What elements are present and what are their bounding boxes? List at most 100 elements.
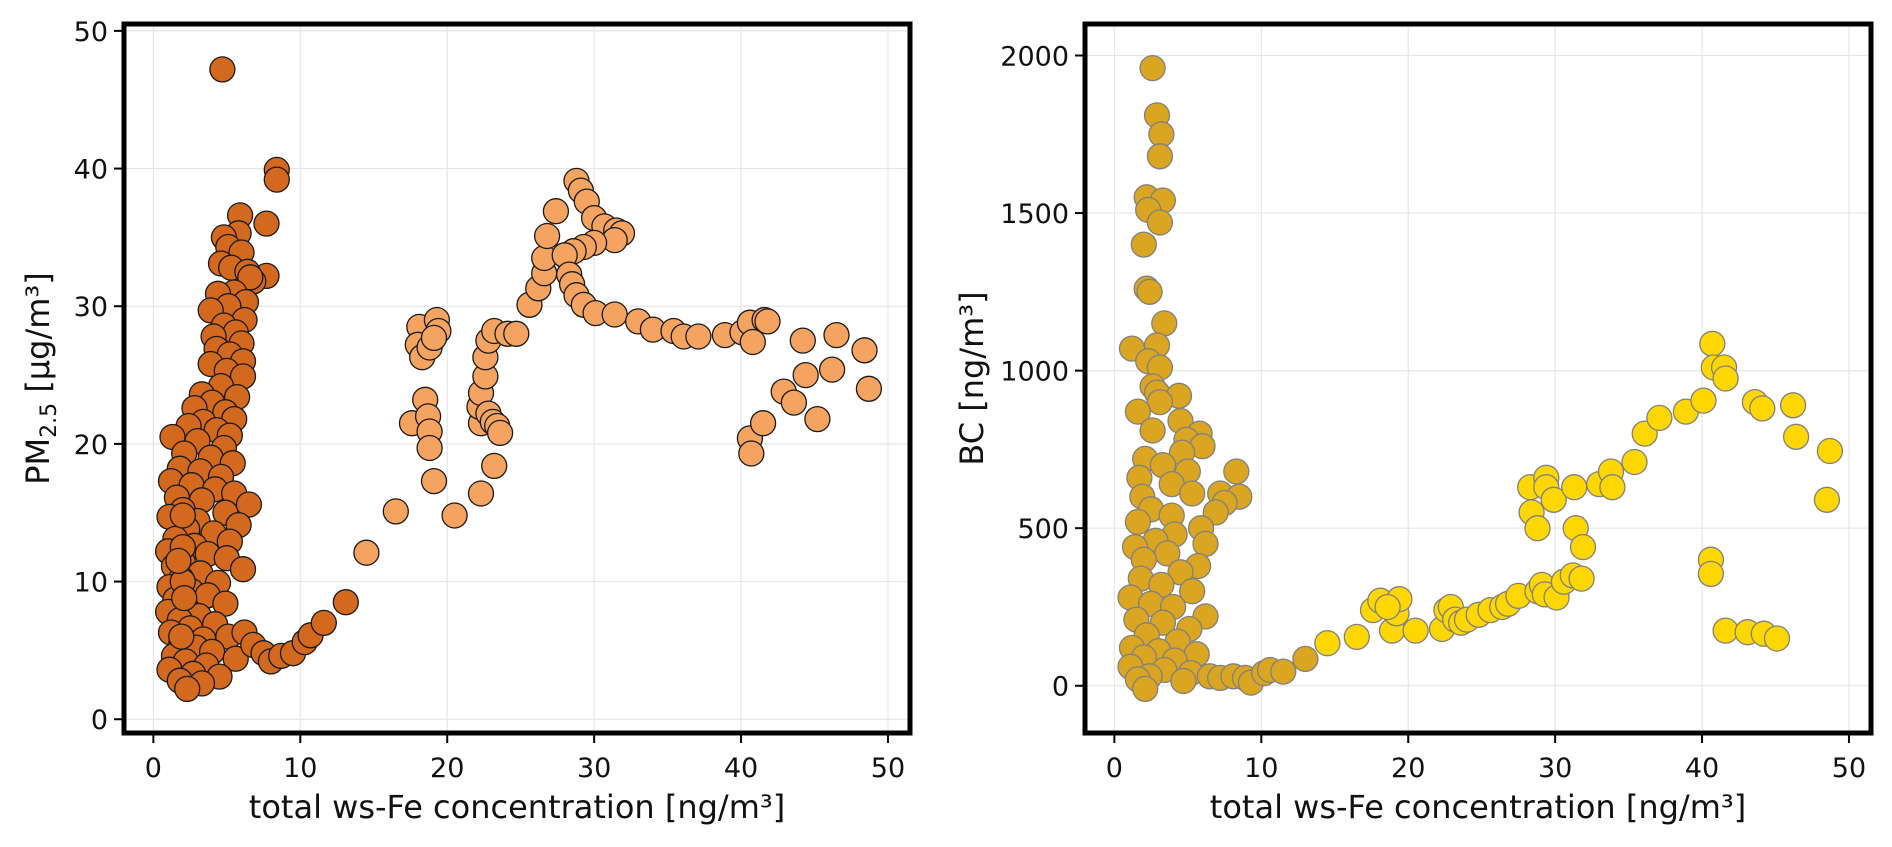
- data-point: [738, 440, 765, 467]
- data-point: [416, 434, 443, 462]
- data-point: [1697, 560, 1725, 588]
- data-point: [222, 645, 249, 672]
- data-point: [503, 320, 530, 347]
- x-tick-label: 10: [1244, 753, 1278, 784]
- data-point: [1130, 231, 1157, 258]
- data-point: [263, 166, 290, 193]
- data-point: [1749, 395, 1776, 422]
- data-point: [792, 361, 819, 389]
- data-point: [165, 547, 192, 575]
- series-high-fe: [353, 167, 883, 566]
- y-axis-label: PM2.5 [µg/m³]: [19, 272, 62, 485]
- data-point: [1712, 365, 1739, 392]
- data-point: [420, 467, 448, 495]
- axes-frame: [121, 21, 913, 736]
- data-point: [1621, 448, 1648, 476]
- data-point: [1816, 437, 1844, 465]
- y-tick-label: 500: [1017, 514, 1069, 545]
- data-point: [1779, 392, 1807, 419]
- data-point: [1139, 54, 1166, 82]
- data-point: [1699, 330, 1726, 357]
- data-point: [420, 324, 448, 352]
- x-tick-label: 0: [145, 753, 162, 784]
- data-point: [1568, 565, 1595, 592]
- data-point: [851, 337, 878, 364]
- x-tick-label: 50: [871, 753, 905, 784]
- x-tick-label: 20: [430, 753, 464, 784]
- data-point: [1561, 474, 1588, 501]
- x-tick-label: 0: [1106, 753, 1123, 784]
- data-point: [310, 609, 337, 637]
- x-axis-label: total ws-Fe concentration [ng/m³]: [1210, 788, 1746, 826]
- data-point: [1763, 625, 1791, 652]
- data-point: [1599, 474, 1626, 501]
- data-point: [754, 308, 781, 335]
- data-point: [739, 328, 766, 356]
- data-point: [1132, 675, 1159, 703]
- data-point: [1124, 508, 1152, 536]
- x-tick-label: 40: [724, 753, 758, 784]
- data-point: [1148, 121, 1175, 148]
- data-point: [601, 301, 628, 328]
- data-point: [789, 327, 816, 354]
- data-point: [1146, 143, 1174, 170]
- data-point: [1146, 209, 1174, 236]
- data-point: [1540, 486, 1567, 513]
- x-tick-label: 40: [1685, 753, 1719, 784]
- data-point: [229, 556, 257, 583]
- y-tick-label: 2000: [1000, 42, 1069, 73]
- data-point: [1139, 417, 1166, 444]
- y-tick-label: 40: [74, 155, 108, 186]
- x-tick-label: 50: [1832, 753, 1866, 784]
- y-tick-label: 1500: [1000, 199, 1069, 230]
- data-point: [1270, 658, 1297, 685]
- data-point: [332, 589, 359, 616]
- y-tick-label: 10: [74, 568, 108, 599]
- x-tick-label: 30: [577, 753, 611, 784]
- data-point: [1167, 559, 1194, 586]
- axes-frame: [1082, 21, 1874, 736]
- data-point: [1813, 486, 1841, 513]
- x-tick-label: 10: [283, 753, 317, 784]
- data-point: [1223, 458, 1250, 485]
- data-point: [1151, 310, 1178, 337]
- y-tick-label: 1000: [1000, 357, 1069, 388]
- data-point: [1402, 617, 1429, 644]
- data-point: [818, 356, 846, 383]
- series-low-fe: [1117, 54, 1319, 703]
- data-point: [1192, 530, 1219, 558]
- data-point: [1343, 623, 1370, 651]
- series-low-fe: [154, 56, 359, 703]
- data-point: [1690, 387, 1717, 414]
- data-point: [533, 222, 561, 250]
- data-point: [171, 584, 198, 612]
- data-point: [467, 480, 495, 507]
- data-point: [382, 498, 409, 525]
- data-point: [1179, 578, 1206, 605]
- data-point: [209, 56, 236, 83]
- data-point: [1136, 278, 1163, 305]
- y-tick-label: 20: [74, 430, 108, 461]
- pm25-panel: 0 10 20 30 40 50 0 10 20 30 40 50 total ws-Fe concen…: [19, 17, 913, 826]
- data-point: [804, 405, 831, 433]
- data-point: [1292, 645, 1319, 673]
- data-point: [1314, 630, 1341, 657]
- data-point: [685, 323, 712, 350]
- y-tick-label: 50: [74, 17, 108, 48]
- data-point: [1179, 480, 1206, 507]
- x-axis-label: total ws-Fe concentration [ng/m³]: [249, 788, 785, 826]
- y-axis-label: BC [ng/m³]: [953, 291, 991, 465]
- x-tick-label: 30: [1538, 753, 1572, 784]
- data-point: [481, 452, 508, 480]
- data-point: [174, 675, 201, 703]
- data-point: [168, 623, 195, 650]
- data-point: [1569, 533, 1597, 561]
- data-point: [169, 502, 196, 529]
- data-point: [253, 210, 280, 237]
- data-point: [1712, 617, 1739, 644]
- x-tick-label: 20: [1391, 753, 1425, 784]
- data-point: [1524, 515, 1551, 542]
- data-point: [855, 375, 883, 402]
